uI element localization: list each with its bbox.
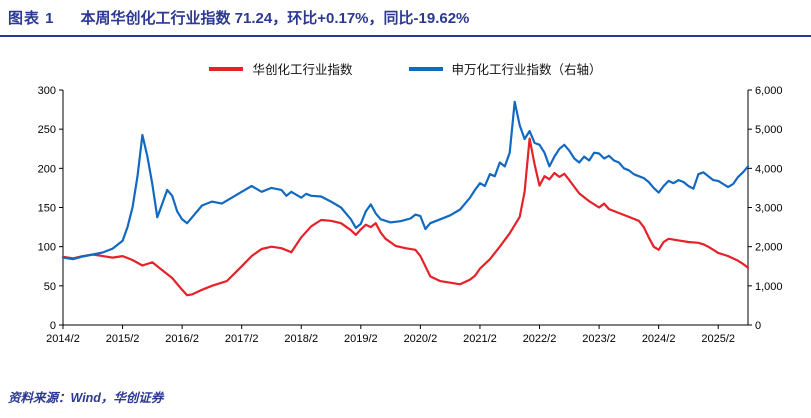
svg-text:1,000: 1,000	[755, 281, 783, 293]
source-note: 资料来源：Wind，华创证券	[8, 391, 164, 405]
legend-item-shenwan: 申万化工行业指数（右轴）	[408, 59, 602, 78]
legend-label-shenwan: 申万化工行业指数（右轴）	[451, 63, 602, 77]
svg-text:3,000: 3,000	[755, 203, 783, 215]
svg-text:200: 200	[38, 163, 56, 175]
legend-item-huachuang: 华创化工行业指数	[209, 59, 353, 78]
svg-text:2,000: 2,000	[755, 242, 783, 254]
svg-text:250: 250	[38, 124, 56, 136]
svg-text:0: 0	[755, 320, 761, 332]
svg-text:2019/2: 2019/2	[344, 333, 378, 345]
line-chart-canvas: 2014/2 2015/2 2016/2 2017/2 2018/2 2019/2 2020…	[38, 85, 783, 345]
page-title: 本周华创化工行业指数 71.24，环比+0.17%，同比-19.62%	[80, 10, 470, 27]
svg-text:50: 50	[44, 281, 56, 293]
svg-text:2016/2: 2016/2	[165, 333, 199, 345]
svg-text:2020/2: 2020/2	[404, 333, 438, 345]
legend-label-huachuang: 华创化工行业指数	[252, 63, 353, 77]
svg-text:2023/2: 2023/2	[582, 333, 616, 345]
svg-text:4,000: 4,000	[755, 163, 783, 175]
svg-text:2021/2: 2021/2	[463, 333, 497, 345]
red-line-swatch	[209, 66, 244, 71]
svg-text:0: 0	[50, 320, 56, 332]
svg-text:300: 300	[38, 85, 56, 97]
svg-text:2025/2: 2025/2	[701, 333, 735, 345]
svg-text:100: 100	[38, 242, 56, 254]
svg-text:150: 150	[38, 203, 56, 215]
svg-text:6,000: 6,000	[755, 85, 783, 97]
svg-text:2024/2: 2024/2	[642, 333, 676, 345]
svg-text:2022/2: 2022/2	[523, 333, 557, 345]
svg-text:2015/2: 2015/2	[106, 333, 140, 345]
svg-text:2018/2: 2018/2	[284, 333, 318, 345]
svg-text:2014/2: 2014/2	[46, 333, 80, 345]
chart-legend: 华创化工行业指数 申万化工行业指数（右轴）	[0, 59, 811, 78]
figure-number-label: 图表 1	[8, 10, 55, 27]
svg-text:2017/2: 2017/2	[225, 333, 259, 345]
blue-line-swatch	[408, 66, 443, 71]
svg-text:5,000: 5,000	[755, 124, 783, 136]
figure-header: 图表 1 本周华创化工行业指数 71.24，环比+0.17%，同比-19.62%	[0, 0, 811, 37]
